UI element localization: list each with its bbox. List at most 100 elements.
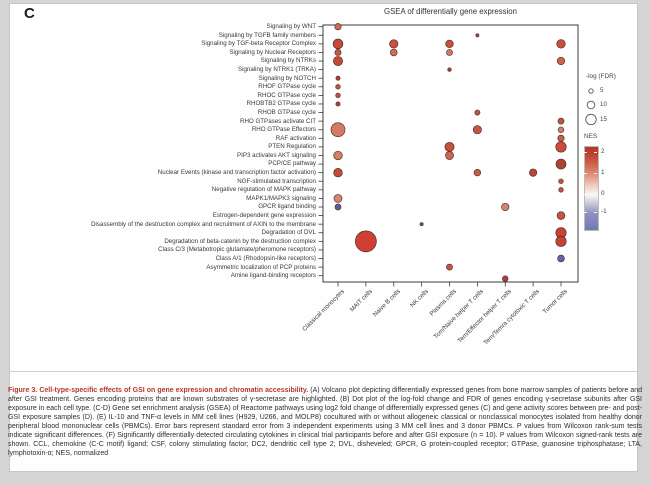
colorbar-tick bbox=[584, 151, 587, 153]
size-legend-circle bbox=[585, 113, 597, 126]
pathway-label: Signaling by TGFB family members bbox=[218, 31, 316, 39]
pathway-label: Disassembly of the destruction complex a… bbox=[91, 220, 316, 228]
dot bbox=[419, 222, 424, 227]
pathway-label: Estrogen-dependent gene expression bbox=[212, 211, 316, 219]
pathway-label: RHOBTB2 GTPase cycle bbox=[246, 100, 316, 108]
pathway-label: PTEN Regulation bbox=[268, 143, 316, 151]
pathway-label: Negative regulation of MAPK pathway bbox=[211, 186, 316, 194]
colorbar-tick-label: -1 bbox=[601, 208, 607, 216]
dot bbox=[556, 39, 566, 49]
colorbar-tick bbox=[594, 212, 597, 214]
dot bbox=[335, 75, 341, 81]
pathway-label: Signaling by NTRK1 (TRKA) bbox=[237, 66, 316, 74]
pathway-label: Amine ligand-binding receptors bbox=[230, 272, 316, 280]
pathway-label: RHOB GTPase cycle bbox=[257, 108, 316, 116]
pathway-label: Degradation of DVL bbox=[261, 229, 316, 237]
pathway-label: RAF activation bbox=[275, 134, 316, 142]
dot bbox=[389, 39, 399, 49]
pathway-label: RHO GTPase Effectors bbox=[251, 126, 316, 134]
size-legend-value: 10 bbox=[600, 101, 607, 108]
dot bbox=[447, 67, 452, 72]
dot bbox=[333, 56, 343, 66]
dot bbox=[335, 101, 341, 107]
figure-caption-body: (A) Volcano plot depicting differentiall… bbox=[8, 387, 642, 457]
dot bbox=[555, 158, 567, 170]
dot bbox=[558, 178, 564, 184]
dot bbox=[475, 33, 480, 38]
size-legend-value: 5 bbox=[600, 87, 604, 94]
dot bbox=[556, 211, 566, 220]
pathway-label: RHOF GTPase cycle bbox=[258, 83, 316, 91]
pathway-label: Signaling by NOTCH bbox=[258, 74, 316, 82]
caption-divider bbox=[9, 371, 637, 372]
dot bbox=[446, 263, 453, 271]
pathway-label: Signaling by Nuclear Receptors bbox=[229, 48, 316, 56]
dot bbox=[557, 254, 565, 263]
dot bbox=[445, 151, 454, 160]
colorbar-tick bbox=[594, 173, 597, 175]
dot bbox=[502, 275, 509, 282]
dot bbox=[557, 134, 565, 142]
dot bbox=[333, 150, 343, 161]
pathway-label: PIP3 activates AKT signaling bbox=[237, 151, 316, 159]
dot bbox=[473, 169, 482, 177]
dot bbox=[334, 23, 342, 31]
dot bbox=[334, 203, 342, 211]
dot bbox=[444, 141, 455, 152]
color-legend-title: NES bbox=[584, 133, 598, 140]
colorbar-tick-label: 2 bbox=[601, 147, 605, 155]
colorbar-tick-label: 0 bbox=[601, 189, 605, 197]
pathway-label: PCP/CE pathway bbox=[268, 160, 316, 168]
size-legend-title: -log (FDR) bbox=[586, 73, 616, 80]
dot bbox=[555, 141, 567, 153]
colorbar-tick-label: 1 bbox=[601, 169, 605, 177]
figure-caption-heading: Figure 3. Cell-type-specific effects of … bbox=[8, 387, 309, 394]
pathway-label: Signaling by TGF-beta Receptor Complex bbox=[201, 40, 316, 48]
dot bbox=[557, 117, 565, 125]
dot bbox=[472, 125, 482, 135]
pathway-label: MAPK1/MAPK3 signaling bbox=[246, 194, 316, 202]
pathway-label: Degradation of beta-catenin by the destr… bbox=[164, 237, 316, 245]
nes-colorbar bbox=[584, 146, 599, 231]
colorbar-tick bbox=[594, 193, 597, 195]
dot bbox=[445, 39, 454, 49]
figure-caption: Figure 3. Cell-type-specific effects of … bbox=[8, 386, 642, 458]
pathway-label: Signaling by NTRKs bbox=[260, 57, 316, 65]
dot bbox=[335, 92, 341, 99]
dot bbox=[557, 126, 565, 133]
colorbar-tick bbox=[584, 193, 587, 195]
chart-title: GSEA of differentially gene expression bbox=[384, 7, 517, 16]
pathway-label: Asymmetric localization of PCP proteins bbox=[206, 263, 316, 271]
dot bbox=[529, 168, 538, 177]
dot bbox=[501, 202, 510, 212]
pathway-label: Signaling by WNT bbox=[266, 23, 316, 31]
dot bbox=[474, 109, 481, 116]
dot bbox=[355, 230, 377, 253]
dot bbox=[558, 187, 564, 193]
colorbar-tick bbox=[594, 151, 597, 153]
dot bbox=[333, 194, 343, 203]
size-legend-circle bbox=[586, 100, 596, 110]
pathway-label: Class A/1 (Rhodopsin-like receptors) bbox=[215, 254, 316, 262]
dot bbox=[555, 235, 567, 247]
dot bbox=[330, 122, 346, 138]
pathway-label: Nuclear Events (kinase and transcription… bbox=[157, 169, 316, 177]
panel-label: C bbox=[24, 5, 35, 22]
size-legend-circle bbox=[588, 88, 594, 94]
pathway-label: NGF-stimulated transcription bbox=[237, 177, 316, 185]
pathway-label: GPCR ligand binding bbox=[258, 203, 316, 211]
pathway-label: Class C/3 (Metabotropic glutamate/pherom… bbox=[158, 246, 316, 254]
pathway-label: RHO GTPases activate CIT bbox=[240, 117, 316, 125]
dot bbox=[556, 56, 566, 66]
size-legend-value: 15 bbox=[600, 115, 607, 123]
dot bbox=[335, 84, 341, 90]
pathway-label: RHOC GTPase cycle bbox=[257, 91, 316, 99]
dot bbox=[333, 168, 343, 178]
colorbar-tick bbox=[584, 173, 587, 175]
dot bbox=[446, 49, 453, 56]
dot bbox=[332, 38, 344, 50]
dot bbox=[334, 49, 342, 56]
dot bbox=[390, 48, 398, 57]
